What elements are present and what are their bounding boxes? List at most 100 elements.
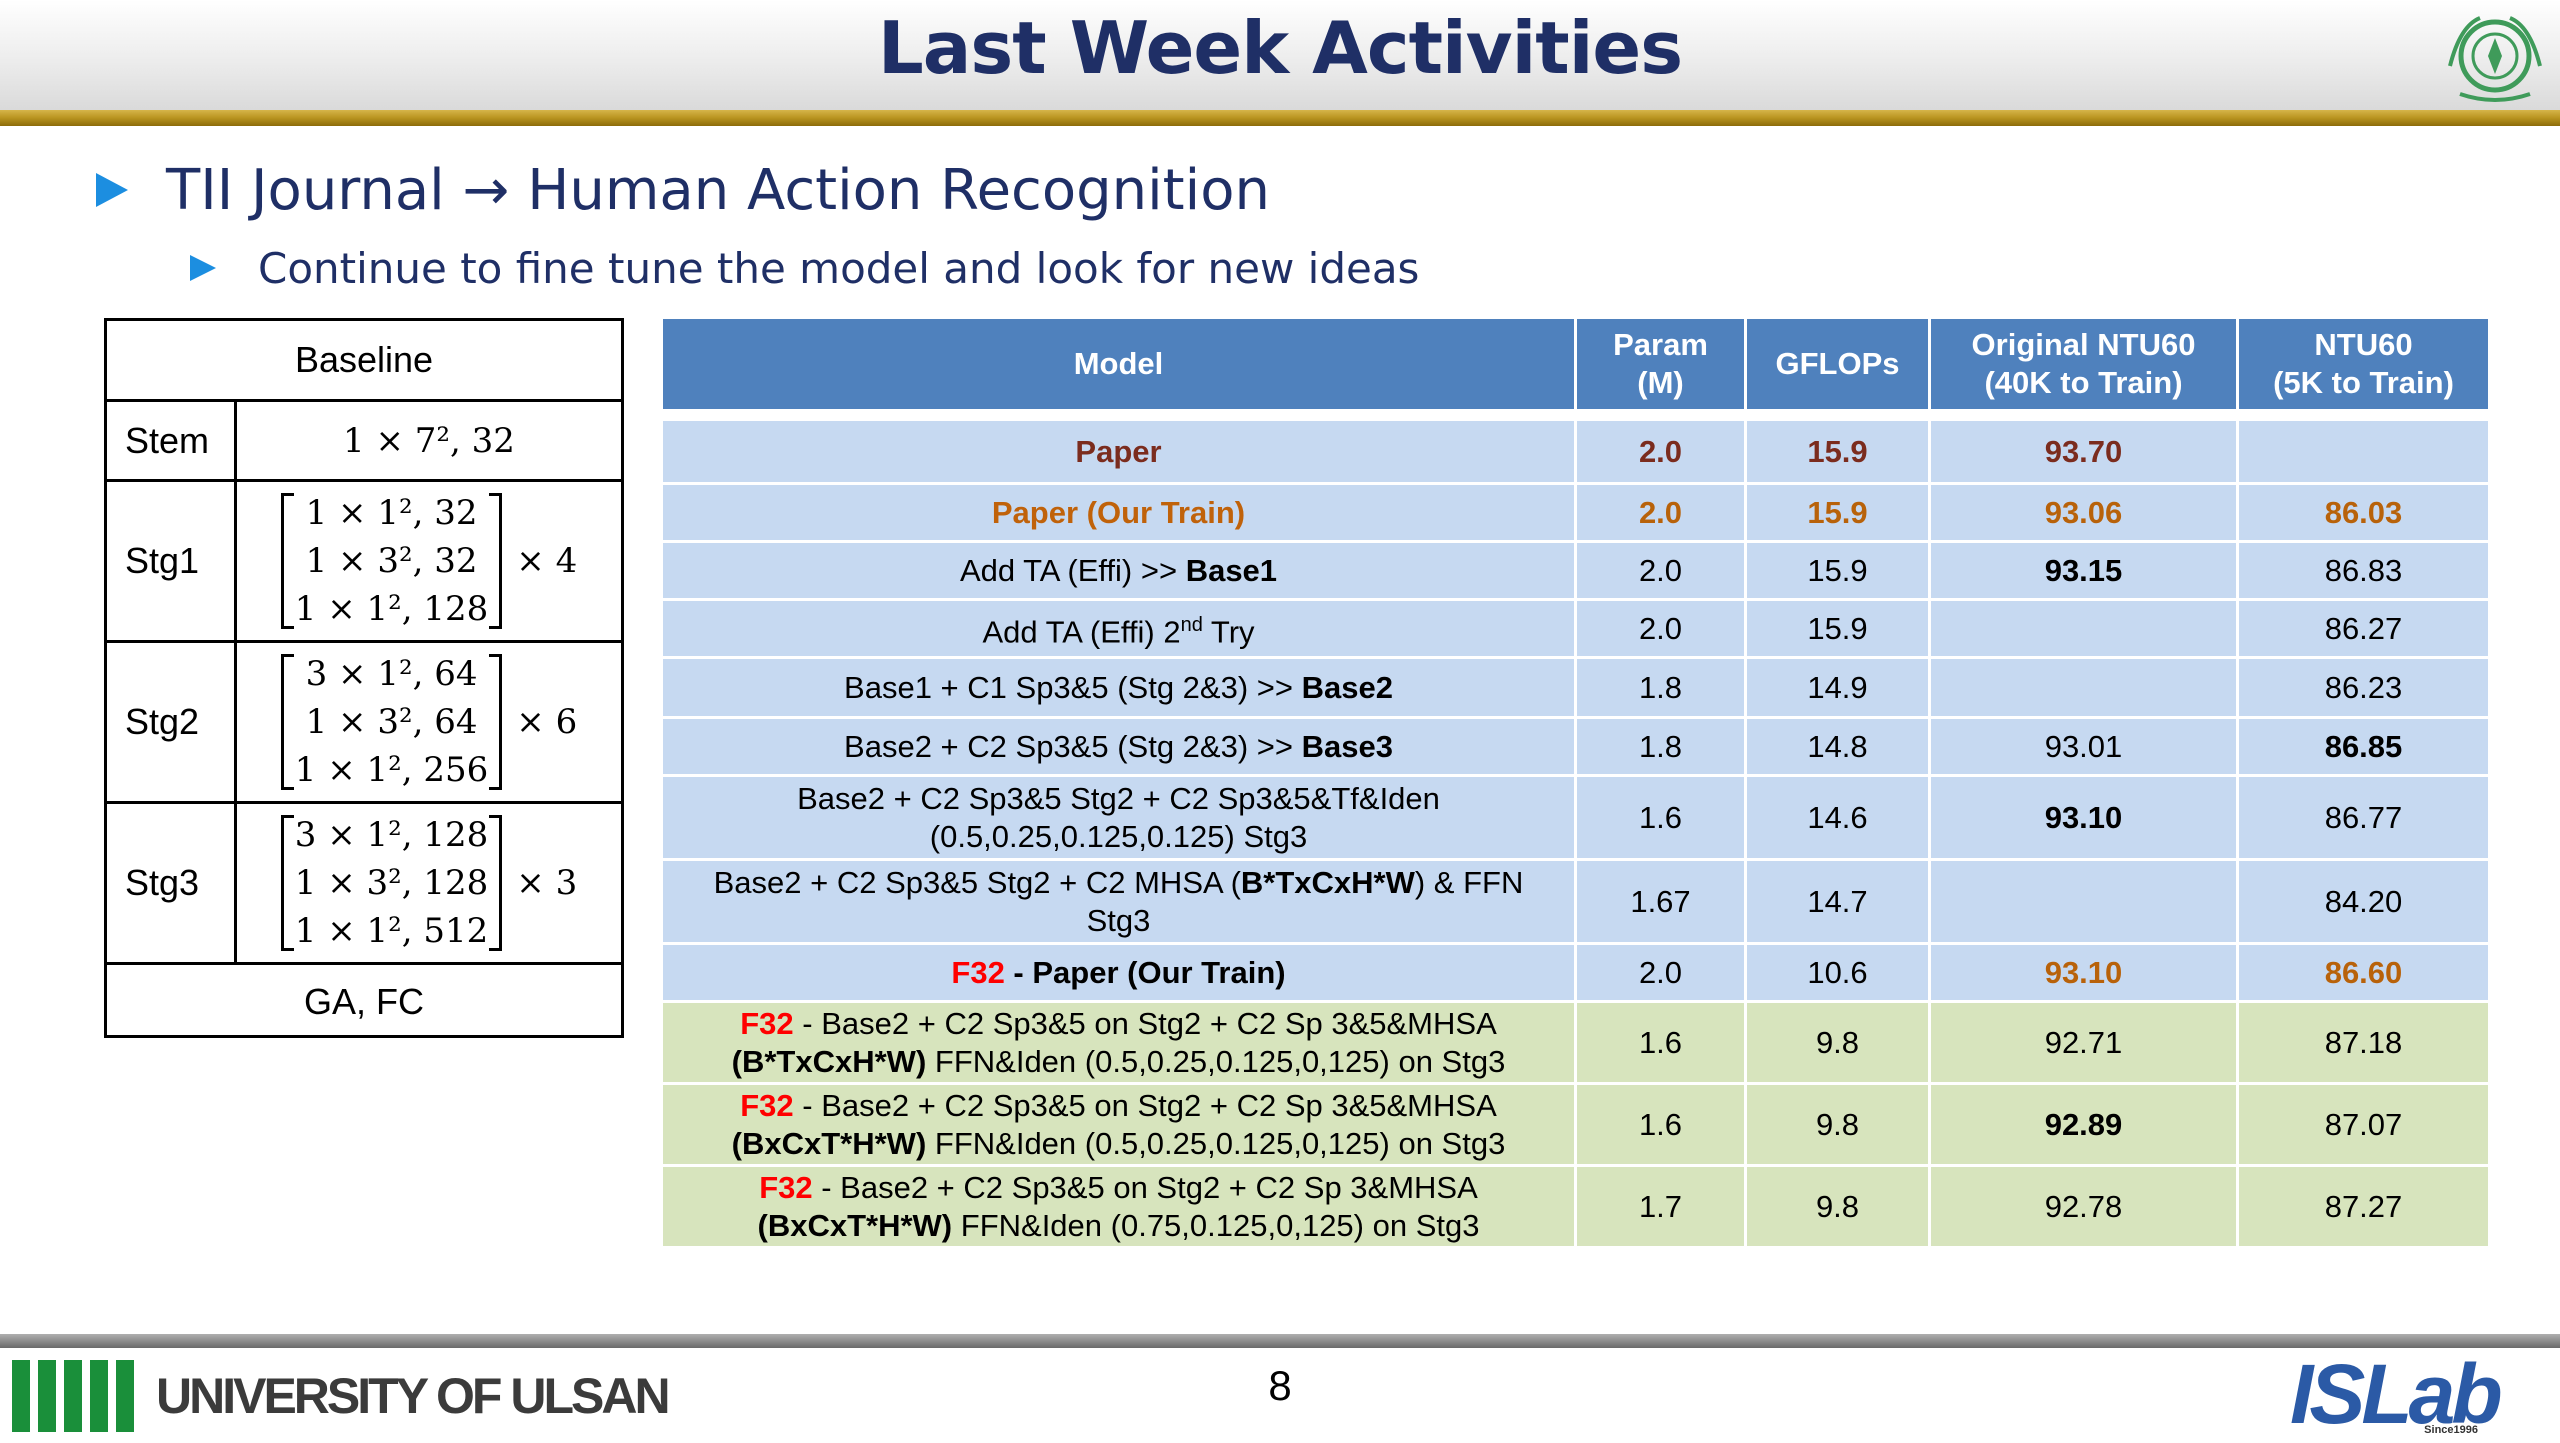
baseline-row-stg1: Stg1 1 × 1², 32 1 × 3², 32 1 × 1², 128 ×… [107,479,621,640]
header-model: Model [660,316,1577,412]
header-original-ntu60: Original NTU60 (40K to Train) [1928,316,2239,412]
bullet-arrow-icon [96,173,128,207]
baseline-footer-row: GA, FC [107,962,621,1038]
param-cell: 2.0 [1574,598,1747,659]
islab-logo: ISLab Since1996 [2290,1346,2503,1441]
model-cell: F32 - Base2 + C2 Sp3&5 on Stg2 + C2 Sp 3… [660,1000,1577,1085]
orig-ntu60-cell [1928,598,2239,659]
matrix-multiplier: × 4 [516,541,578,581]
slide-header: Last Week Activities [0,0,2560,112]
gflops-cell: 15.9 [1744,540,1931,601]
matrix-bracket: 3 × 1², 64 1 × 3², 64 1 × 1², 256 [280,650,503,794]
gflops-cell: 15.9 [1744,598,1931,659]
ntu60-5k-cell: 86.27 [2236,598,2491,659]
orig-ntu60-cell: 93.10 [1928,942,2239,1003]
matrix-entry: 3 × 1², 128 [294,815,489,855]
header-gflops: GFLOPs [1744,316,1931,412]
stage-label: Stg1 [107,482,237,640]
table-row: Base2 + C2 Sp3&5 (Stg 2&3) >> Base3 1.8 … [660,716,2491,777]
model-cell: Base1 + C1 Sp3&5 (Stg 2&3) >> Base2 [660,656,1577,719]
gflops-cell: 10.6 [1744,942,1931,1003]
bullet-level2: Continue to fine tune the model and look… [190,238,1419,298]
baseline-title-row: Baseline [107,321,621,399]
footer-divider [0,1334,2560,1348]
baseline-table: Baseline Stem 1 × 7², 32 Stg1 1 × 1², 32… [104,318,624,1038]
matrix-entry: 1 × 3², 64 [305,702,478,742]
matrix-entry: 3 × 1², 64 [305,654,478,694]
ntu60-5k-cell: 86.85 [2236,716,2491,777]
model-cell: Add TA (Effi) >> Base1 [660,540,1577,601]
stage-label: Stem [107,402,237,479]
stage-matrix-cell: 3 × 1², 128 1 × 3², 128 1 × 1², 512 × 3 [237,804,621,962]
table-row: Base1 + C1 Sp3&5 (Stg 2&3) >> Base2 1.8 … [660,656,2491,719]
baseline-row-stem: Stem 1 × 7², 32 [107,399,621,479]
header-ntu60-5k: NTU60 (5K to Train) [2236,316,2491,412]
ntu60-5k-cell: 87.07 [2236,1082,2491,1167]
model-cell: Paper [660,418,1577,485]
param-cell: 1.6 [1574,774,1747,861]
ntu60-5k-cell: 87.27 [2236,1164,2491,1249]
ntu60-5k-cell: 86.23 [2236,656,2491,719]
stage-matrix: 3 × 1², 128 1 × 3², 128 1 × 1², 512 × 3 [280,811,578,955]
matrix-bracket: 3 × 1², 128 1 × 3², 128 1 × 1², 512 [280,811,503,955]
param-cell: 2.0 [1574,418,1747,485]
orig-ntu60-cell: 92.78 [1928,1164,2239,1249]
matrix-bracket: 1 × 1², 32 1 × 3², 32 1 × 1², 128 [280,489,503,633]
stage-matrix: 1 × 1², 32 1 × 3², 32 1 × 1², 128 × 4 [280,489,578,633]
orig-ntu60-cell: 93.10 [1928,774,2239,861]
bullet-arrow-icon [190,255,216,281]
table-row: F32 - Base2 + C2 Sp3&5 on Stg2 + C2 Sp 3… [660,1000,2491,1085]
table-row: Base2 + C2 Sp3&5 Stg2 + C2 MHSA (B*TxCxH… [660,858,2491,945]
param-cell: 2.0 [1574,942,1747,1003]
matrix-entry: 1 × 1², 128 [294,589,489,629]
param-cell: 1.6 [1574,1000,1747,1085]
baseline-row-stg2: Stg2 3 × 1², 64 1 × 3², 64 1 × 1², 256 ×… [107,640,621,801]
results-table: Model Param (M) GFLOPs Original NTU60 (40K… [660,316,2491,1249]
gflops-cell: 14.7 [1744,858,1931,945]
stage-matrix-cell: 3 × 1², 64 1 × 3², 64 1 × 1², 256 × 6 [237,643,621,801]
model-cell: Add TA (Effi) 2nd Try [660,598,1577,659]
orig-ntu60-cell [1928,858,2239,945]
orig-ntu60-cell: 92.89 [1928,1082,2239,1167]
university-name: UNIVERSITY OF ULSAN [156,1368,671,1424]
matrix-entry: 1 × 3², 128 [294,863,489,903]
param-cell: 2.0 [1574,540,1747,601]
stage-label: Stg3 [107,804,237,962]
param-cell: 1.6 [1574,1082,1747,1167]
matrix-entry: 1 × 3², 32 [305,541,478,581]
header-param: Param (M) [1574,316,1747,412]
gflops-cell: 15.9 [1744,418,1931,485]
islab-logo-text: ISLab [2290,1347,2503,1441]
model-cell: F32 - Paper (Our Train) [660,942,1577,1003]
model-cell: Base2 + C2 Sp3&5 (Stg 2&3) >> Base3 [660,716,1577,777]
university-logo: UNIVERSITY OF ULSAN [12,1356,671,1436]
table-row: Add TA (Effi) 2nd Try 2.0 15.9 86.27 [660,598,2491,659]
orig-ntu60-cell: 93.06 [1928,482,2239,543]
slide-title: Last Week Activities [877,6,1683,90]
ntu60-5k-cell: 86.03 [2236,482,2491,543]
matrix-entry: 1 × 1², 32 [305,493,478,533]
stage-matrix-cell: 1 × 1², 32 1 × 3², 32 1 × 1², 128 × 4 [237,482,621,640]
table-row: Paper (Our Train) 2.0 15.9 93.06 86.03 [660,482,2491,543]
bullet-level1: TII Journal → Human Action Recognition [96,150,1270,230]
gflops-cell: 14.8 [1744,716,1931,777]
ntu60-5k-cell: 86.77 [2236,774,2491,861]
gflops-cell: 9.8 [1744,1000,1931,1085]
matrix-multiplier: × 3 [516,863,578,903]
param-cell: 1.7 [1574,1164,1747,1249]
orig-ntu60-cell: 93.70 [1928,418,2239,485]
model-cell: Base2 + C2 Sp3&5 Stg2 + C2 MHSA (B*TxCxH… [660,858,1577,945]
table-row: Paper 2.0 15.9 93.70 [660,418,2491,485]
bullet-level1-text: TII Journal → Human Action Recognition [166,157,1270,223]
results-header-row: Model Param (M) GFLOPs Original NTU60 (40K… [660,316,2491,412]
ntu60-5k-cell [2236,418,2491,485]
ntu60-5k-cell: 86.60 [2236,942,2491,1003]
orig-ntu60-cell: 93.01 [1928,716,2239,777]
ntu60-5k-cell: 87.18 [2236,1000,2491,1085]
model-cell: Base2 + C2 Sp3&5 Stg2 + C2 Sp3&5&Tf&Iden… [660,774,1577,861]
matrix-entry: 1 × 1², 512 [294,911,489,951]
header-divider [0,110,2560,126]
ntu60-5k-cell: 86.83 [2236,540,2491,601]
islab-since: Since1996 [2424,1424,2478,1436]
gflops-cell: 15.9 [1744,482,1931,543]
